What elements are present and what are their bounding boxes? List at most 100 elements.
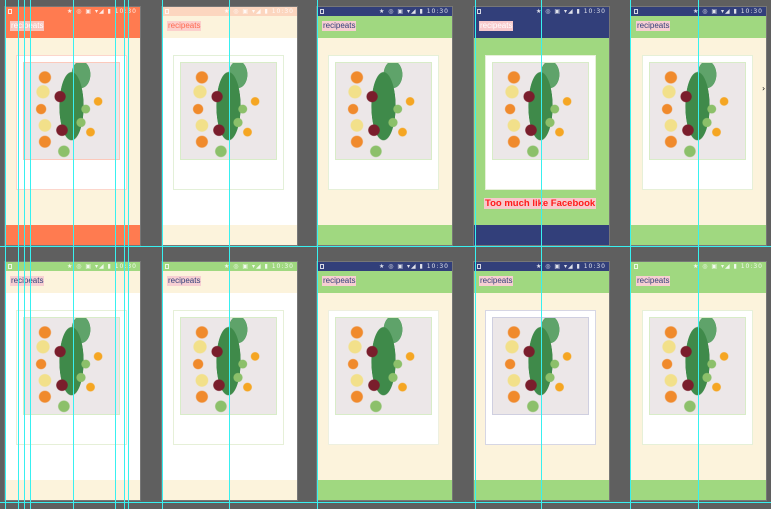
app-title: recipeats xyxy=(479,276,514,286)
status-time: 10:30 xyxy=(426,8,449,15)
guide-line[interactable] xyxy=(5,0,6,509)
status-bar: ★ ◎ ▣ ▾◢ ▮ 10:30 xyxy=(317,262,452,271)
app-title: recipeats xyxy=(167,276,202,286)
cursor-icon: › xyxy=(762,84,766,93)
bottom-bar xyxy=(317,480,452,500)
status-bar: ★ ◎ ▣ ▾◢ ▮ 10:30 xyxy=(5,262,140,271)
app-bar: recipeats xyxy=(317,271,452,293)
status-time: 10:30 xyxy=(271,263,294,270)
phone-screen-mockup: ★ ◎ ▣ ▾◢ ▮ 10:30 recipeats xyxy=(162,7,297,245)
bottom-bar xyxy=(5,480,140,500)
guide-line[interactable] xyxy=(0,246,771,247)
food-photo xyxy=(492,62,589,160)
status-icons: ★ ◎ ▣ ▾◢ ▮ 10:30 xyxy=(378,8,449,15)
app-title: recipeats xyxy=(10,21,45,31)
notification-icon xyxy=(320,9,324,14)
app-bar: recipeats xyxy=(317,16,452,38)
recipe-card[interactable] xyxy=(173,310,284,445)
status-icons: ★ ◎ ▣ ▾◢ ▮ 10:30 xyxy=(223,263,294,270)
food-photo xyxy=(649,62,746,160)
bottom-bar xyxy=(317,225,452,245)
app-title: recipeats xyxy=(10,276,45,286)
content-area xyxy=(317,38,452,225)
phone-screen-mockup: ★ ◎ ▣ ▾◢ ▮ 10:30 recipeats xyxy=(317,262,452,500)
notification-icon xyxy=(477,264,481,269)
guide-line[interactable] xyxy=(162,0,163,509)
app-bar: recipeats xyxy=(5,16,140,38)
notification-icon xyxy=(8,264,12,269)
guide-line[interactable] xyxy=(73,0,74,509)
guide-line[interactable] xyxy=(115,0,116,509)
recipe-card[interactable] xyxy=(328,310,439,445)
status-time: 10:30 xyxy=(583,8,606,15)
recipe-card[interactable] xyxy=(642,310,753,445)
recipe-card[interactable] xyxy=(16,55,127,190)
phone-screen-mockup: ★ ◎ ▣ ▾◢ ▮ 10:30 recipeats Too much like F… xyxy=(474,7,609,245)
guide-line[interactable] xyxy=(0,502,771,503)
app-title: recipeats xyxy=(322,21,357,31)
phone-screen-mockup: ★ ◎ ▣ ▾◢ ▮ 10:30 recipeats xyxy=(5,7,140,245)
status-icons: ★ ◎ ▣ ▾◢ ▮ 10:30 xyxy=(223,8,294,15)
guide-line[interactable] xyxy=(317,0,318,509)
status-icons: ★ ◎ ▣ ▾◢ ▮ 10:30 xyxy=(692,263,763,270)
app-bar: recipeats xyxy=(5,271,140,293)
food-photo xyxy=(649,317,746,415)
guide-line[interactable] xyxy=(475,0,476,509)
app-title: recipeats xyxy=(479,21,514,31)
notification-icon xyxy=(320,264,324,269)
app-title: recipeats xyxy=(636,276,671,286)
app-title: recipeats xyxy=(636,21,671,31)
app-title: recipeats xyxy=(167,21,202,31)
notification-icon xyxy=(8,9,12,14)
notification-icon xyxy=(634,9,638,14)
notification-icon xyxy=(165,264,169,269)
phone-screen-mockup: ★ ◎ ▣ ▾◢ ▮ 10:30 recipeats xyxy=(317,7,452,245)
content-area xyxy=(5,38,140,225)
status-time: 10:30 xyxy=(426,263,449,270)
status-bar: ★ ◎ ▣ ▾◢ ▮ 10:30 xyxy=(5,7,140,16)
notification-icon xyxy=(634,264,638,269)
recipe-card[interactable] xyxy=(328,55,439,190)
guide-line[interactable] xyxy=(124,0,125,509)
status-time: 10:30 xyxy=(114,8,137,15)
food-photo xyxy=(492,317,589,415)
notification-icon xyxy=(477,9,481,14)
food-photo xyxy=(23,62,120,160)
status-bar: ★ ◎ ▣ ▾◢ ▮ 10:30 xyxy=(317,7,452,16)
status-icons: ★ ◎ ▣ ▾◢ ▮ 10:30 xyxy=(66,263,137,270)
guide-line[interactable] xyxy=(18,0,19,509)
content-area xyxy=(5,293,140,480)
content-area xyxy=(317,293,452,480)
status-time: 10:30 xyxy=(271,8,294,15)
status-time: 10:30 xyxy=(740,8,763,15)
status-icons: ★ ◎ ▣ ▾◢ ▮ 10:30 xyxy=(535,8,606,15)
food-photo xyxy=(335,317,432,415)
food-photo xyxy=(180,62,277,160)
status-icons: ★ ◎ ▣ ▾◢ ▮ 10:30 xyxy=(535,263,606,270)
food-photo xyxy=(180,317,277,415)
bottom-bar xyxy=(5,225,140,245)
phone-screen-mockup: ★ ◎ ▣ ▾◢ ▮ 10:30 recipeats xyxy=(5,262,140,500)
status-icons: ★ ◎ ▣ ▾◢ ▮ 10:30 xyxy=(692,8,763,15)
guide-line[interactable] xyxy=(541,0,542,509)
status-icons: ★ ◎ ▣ ▾◢ ▮ 10:30 xyxy=(66,8,137,15)
status-time: 10:30 xyxy=(740,263,763,270)
guide-line[interactable] xyxy=(630,0,631,509)
recipe-card[interactable] xyxy=(485,310,596,445)
annotation-note: Too much like Facebook xyxy=(484,198,597,209)
notification-icon xyxy=(165,9,169,14)
guide-line[interactable] xyxy=(229,0,230,509)
recipe-card[interactable] xyxy=(485,55,596,190)
status-time: 10:30 xyxy=(114,263,137,270)
guide-line[interactable] xyxy=(24,0,25,509)
guide-line[interactable] xyxy=(30,0,31,509)
recipe-card[interactable] xyxy=(173,55,284,190)
app-title: recipeats xyxy=(322,276,357,286)
status-icons: ★ ◎ ▣ ▾◢ ▮ 10:30 xyxy=(378,263,449,270)
recipe-card[interactable] xyxy=(16,310,127,445)
recipe-card[interactable] xyxy=(642,55,753,190)
guide-line[interactable] xyxy=(128,0,129,509)
food-photo xyxy=(23,317,120,415)
food-photo xyxy=(335,62,432,160)
guide-line[interactable] xyxy=(698,0,699,509)
